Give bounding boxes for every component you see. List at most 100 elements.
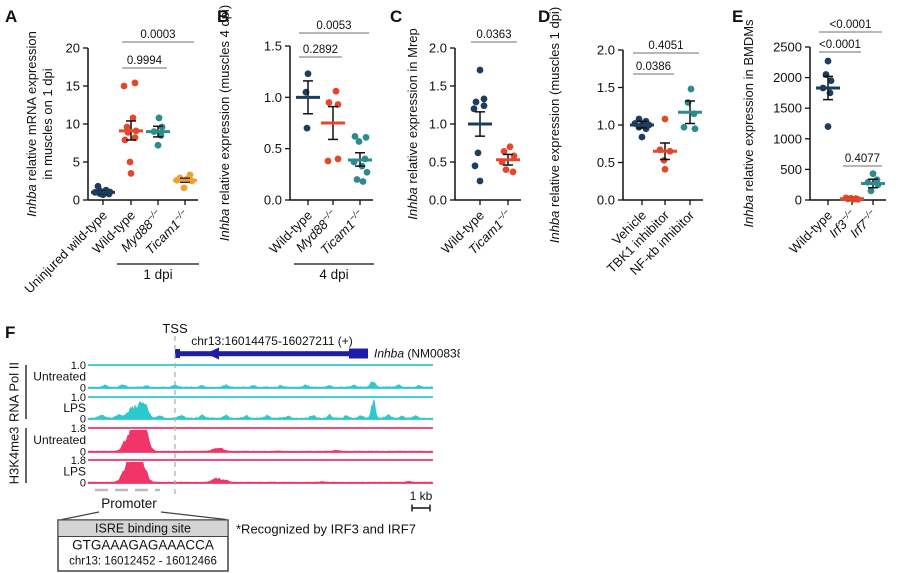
pvalue-label: 0.4077 bbox=[845, 153, 880, 165]
timepoint-label: 4 dpi bbox=[319, 267, 348, 282]
gene-label: Inhba (NM008380, RefSeq) bbox=[374, 347, 460, 361]
panel-letter: D bbox=[538, 7, 550, 26]
y-tick-label: 2000 bbox=[773, 70, 802, 85]
gene-direction-arrow-icon bbox=[206, 347, 219, 360]
panel-e-chart: E <0.0001 <0.0001 0.4077 0 500 1000 1500 2000 250… bbox=[732, 7, 886, 256]
promoter-label: Promoter bbox=[101, 496, 157, 511]
panel-letter: F bbox=[5, 323, 15, 342]
data-point bbox=[869, 170, 877, 178]
isre-coordinates: chr13: 16012452 - 16012466 bbox=[69, 556, 217, 568]
data-point bbox=[325, 99, 333, 106]
y-tick-label: 0 bbox=[795, 193, 802, 208]
tss-label: TSS bbox=[162, 321, 188, 336]
y-tick-label: 1.5 bbox=[597, 80, 615, 95]
y-tick-label: 0.0 bbox=[429, 193, 447, 208]
track-signals bbox=[88, 364, 433, 484]
data-point bbox=[332, 87, 340, 95]
callout-line-right bbox=[160, 511, 227, 521]
isre-header-label: ISRE binding site bbox=[95, 522, 191, 536]
scatter-panels-row: A 0.9994 0.0003 0 5 10 15 20 Inhba relative mRNA… bbox=[5, 0, 900, 300]
data-point bbox=[127, 170, 135, 177]
pvalue-label: <0.0001 bbox=[830, 19, 872, 31]
group-label-h3k4me3: H3K4me3 bbox=[7, 427, 22, 485]
y-axis-title: Inhba relative expression in Mrep bbox=[405, 28, 420, 220]
gene-body bbox=[175, 351, 355, 357]
isre-note: *Recognized by IRF3 and IRF7 bbox=[236, 522, 416, 537]
panel-letter: E bbox=[732, 7, 743, 26]
data-point bbox=[304, 70, 312, 78]
pvalue-label: 0.2892 bbox=[303, 44, 338, 56]
panel-c: C 0.0363 0.0 0.5 1.0 1.5 2.0 Inhba relative exp… bbox=[385, 0, 533, 300]
group-label-rna-pol-ii: RNA Pol II bbox=[7, 362, 22, 422]
data-point bbox=[824, 123, 832, 130]
track-signal bbox=[88, 399, 433, 419]
y-tick-label: 0.5 bbox=[597, 155, 615, 170]
track-2 bbox=[88, 427, 433, 453]
panel-letter: A bbox=[5, 7, 17, 26]
data-point bbox=[480, 95, 488, 103]
y-tick-label: 0.5 bbox=[429, 155, 447, 170]
track-scale-max: 1.8 bbox=[71, 423, 86, 435]
data-point bbox=[355, 138, 363, 145]
data-point bbox=[120, 82, 128, 90]
y-tick-label: 500 bbox=[780, 162, 802, 177]
y-tick-label: 1000 bbox=[773, 131, 802, 146]
y-tick-label: 0 bbox=[73, 193, 80, 208]
panel-c-chart: C 0.0363 0.0 0.5 1.0 1.5 2.0 Inhba relative exp… bbox=[390, 7, 521, 257]
scale-bar: 1 kb bbox=[410, 489, 433, 512]
data-point bbox=[471, 162, 479, 170]
y-axis-title: Inhba relative expression in BMDMs bbox=[741, 19, 756, 228]
y-tick-label: 2.0 bbox=[597, 43, 615, 58]
track-scale-max: 1.0 bbox=[71, 360, 86, 372]
data-point bbox=[824, 57, 832, 65]
data-point bbox=[687, 85, 695, 93]
y-tick-label: 1.5 bbox=[264, 39, 282, 54]
data-point bbox=[180, 184, 188, 192]
track-name: LPS bbox=[63, 401, 86, 415]
panel-letter: B bbox=[217, 7, 229, 26]
data-point bbox=[509, 168, 517, 176]
y-tick-label: 1.0 bbox=[264, 90, 282, 105]
pvalue-label: 0.4051 bbox=[648, 40, 683, 52]
data-point bbox=[158, 123, 166, 131]
panel-a-chart: A 0.9994 0.0003 0 5 10 15 20 Inhba relative mRNA… bbox=[5, 7, 199, 296]
data-point bbox=[324, 157, 332, 165]
data-point bbox=[480, 102, 488, 110]
y-tick-label: 0.5 bbox=[264, 141, 282, 156]
data-point bbox=[334, 155, 342, 163]
data-point bbox=[476, 177, 484, 185]
data-point bbox=[502, 166, 510, 174]
data-point bbox=[363, 168, 371, 176]
panel-f-genome-browser: F TSS chr13:16014475-16027211 (+) Inhba … bbox=[5, 321, 460, 572]
y-tick-label: 1.0 bbox=[429, 117, 447, 132]
track-scale-max: 1.0 bbox=[71, 392, 86, 404]
scale-bar-label: 1 kb bbox=[410, 489, 433, 503]
y-axis-title: Inhba relative mRNA expression bbox=[24, 31, 39, 217]
track-name: Untreated bbox=[33, 370, 86, 384]
panel-b-chart: B 0.2892 0.0053 0.0 0.5 1.0 1.5 Inhba relative … bbox=[217, 5, 374, 282]
promoter-annotation: Promoter ISRE binding site GTGAAAGAGAAAC… bbox=[57, 488, 416, 572]
callout-line-left bbox=[61, 511, 100, 521]
track-name: Untreated bbox=[33, 433, 86, 447]
data-point bbox=[476, 66, 484, 74]
data-point bbox=[303, 124, 311, 132]
pvalue-label: <0.0001 bbox=[819, 39, 861, 51]
data-point bbox=[470, 105, 478, 113]
data-point bbox=[351, 132, 359, 140]
data-point bbox=[359, 178, 367, 185]
panel-d: D 0.0386 0.4051 0.0 0.5 1.0 1.5 2.0 Inhba relati… bbox=[533, 0, 725, 300]
gene-model: Inhba (NM008380, RefSeq) bbox=[175, 347, 460, 361]
track-labels: RNA Pol II H3K4me3 Untreated LPS Untreat… bbox=[7, 360, 87, 490]
track-0 bbox=[88, 364, 433, 389]
track-name: LPS bbox=[63, 465, 86, 479]
data-point bbox=[123, 123, 131, 131]
data-point bbox=[472, 98, 480, 106]
data-point bbox=[131, 79, 139, 87]
panel-e: E <0.0001 <0.0001 0.4077 0 500 1000 1500 2000 250… bbox=[725, 0, 900, 300]
data-point bbox=[126, 158, 134, 166]
y-tick-label: 2.0 bbox=[429, 41, 447, 56]
data-point bbox=[691, 125, 699, 133]
track-scale-max: 1.8 bbox=[71, 455, 86, 467]
y-tick-label: 20 bbox=[66, 41, 80, 56]
